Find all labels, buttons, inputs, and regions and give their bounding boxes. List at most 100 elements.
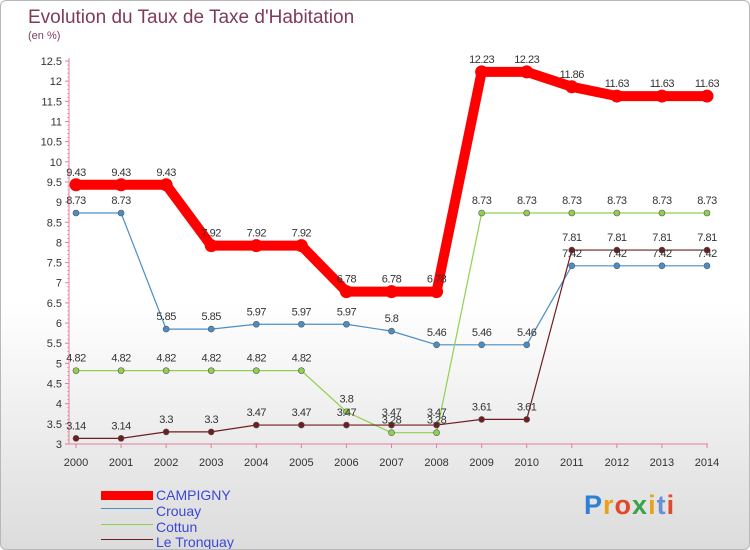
data-point (433, 421, 440, 429)
data-label: 8.73 (66, 195, 86, 207)
data-point (72, 209, 80, 217)
data-point (298, 320, 305, 328)
y-tick-label: 7.5 (47, 258, 62, 270)
legend-label-le-tronquay: Le Tronquay (156, 534, 234, 550)
data-label: 7.42 (562, 248, 582, 260)
data-label: 7.81 (607, 232, 627, 244)
data-point (568, 262, 576, 270)
data-point (204, 239, 218, 253)
data-label: 4.82 (292, 353, 312, 365)
data-point (298, 367, 305, 374)
data-label: 5.46 (517, 327, 537, 339)
data-point (385, 285, 398, 299)
data-label: 8.73 (562, 195, 582, 207)
data-point (523, 416, 531, 423)
data-point (69, 178, 83, 192)
data-point (252, 421, 260, 429)
data-label: 9.43 (111, 167, 131, 179)
data-label: 7.92 (202, 228, 222, 240)
data-label: 11.86 (560, 69, 585, 81)
data-point (294, 239, 308, 253)
data-point (520, 65, 534, 79)
data-label: 3.47 (292, 407, 312, 419)
data-label: 3.8 (340, 394, 354, 406)
data-point (703, 209, 711, 217)
x-tick-label: 2012 (605, 457, 629, 469)
y-tick-label: 12 (50, 76, 62, 88)
data-point (613, 209, 621, 217)
data-point (117, 367, 125, 374)
data-label: 11.63 (695, 78, 720, 90)
x-tick-label: 2009 (469, 457, 493, 469)
x-tick-label: 2002 (154, 457, 178, 469)
y-tick-label: 3.5 (47, 419, 62, 431)
data-label: 5.46 (472, 327, 492, 339)
y-tick-label: 5 (56, 358, 62, 370)
data-point (117, 209, 125, 217)
x-tick-label: 2003 (199, 457, 223, 469)
data-label: 5.85 (156, 311, 176, 323)
data-point (162, 325, 170, 333)
data-point (613, 246, 621, 254)
y-tick-label: 7 (56, 278, 62, 290)
data-label: 5.97 (337, 306, 357, 318)
data-point (655, 89, 669, 103)
data-point (343, 421, 350, 429)
data-label: 5.85 (202, 311, 222, 323)
data-label: 4.82 (202, 353, 222, 365)
data-label: 4.82 (111, 353, 131, 365)
data-point (433, 341, 440, 349)
data-point (159, 178, 173, 192)
data-point (703, 246, 711, 254)
logo-letter: x (632, 490, 649, 520)
x-tick-label: 2001 (109, 457, 133, 469)
data-label: 3.3 (159, 414, 173, 426)
data-label: 12.23 (469, 54, 494, 66)
data-label: 5.46 (427, 327, 447, 339)
data-point (658, 246, 666, 254)
data-point (298, 421, 305, 429)
y-tick-label: 4.5 (47, 379, 62, 391)
data-point (478, 209, 485, 217)
data-label: 8.73 (652, 195, 672, 207)
data-label: 8.73 (607, 195, 627, 207)
chart-title: Evolution du Taux de Taxe d'Habitation (28, 7, 355, 28)
y-tick-label: 3 (56, 439, 62, 451)
data-label: 3.47 (382, 407, 402, 419)
data-label: 3.14 (111, 420, 131, 432)
data-point (207, 428, 215, 436)
y-tick-label: 6 (56, 318, 62, 330)
data-label: 8.73 (111, 195, 131, 207)
data-point (249, 239, 263, 253)
logo-letter: r (603, 490, 615, 520)
data-point (430, 285, 444, 299)
data-point (523, 209, 531, 217)
data-point (252, 320, 260, 328)
data-label: 3.47 (247, 407, 267, 419)
y-tick-label: 4 (56, 399, 62, 411)
x-tick-label: 2008 (424, 457, 448, 469)
data-point (343, 320, 350, 328)
data-label: 3.3 (204, 414, 218, 426)
legend-label-cottun: Cottun (156, 519, 198, 535)
data-label: 8.73 (697, 195, 717, 207)
data-label: 3.28 (427, 415, 447, 427)
y-tick-label: 8.5 (47, 217, 62, 229)
y-tick-label: 10.5 (41, 137, 62, 149)
data-point (475, 65, 489, 79)
data-point (343, 408, 350, 416)
data-point (568, 246, 576, 254)
data-label: 7.81 (697, 232, 717, 244)
data-point (114, 178, 128, 192)
data-label: 8.73 (517, 195, 537, 207)
data-point (478, 416, 485, 423)
data-label: 6.78 (337, 274, 357, 286)
logo-letter: i (648, 490, 657, 520)
data-label: 7.42 (607, 248, 627, 260)
data-point (72, 367, 80, 374)
data-point (207, 325, 215, 333)
data-point (610, 89, 624, 103)
data-point (388, 327, 395, 335)
y-tick-label: 5.5 (47, 338, 62, 350)
data-point (162, 428, 170, 436)
